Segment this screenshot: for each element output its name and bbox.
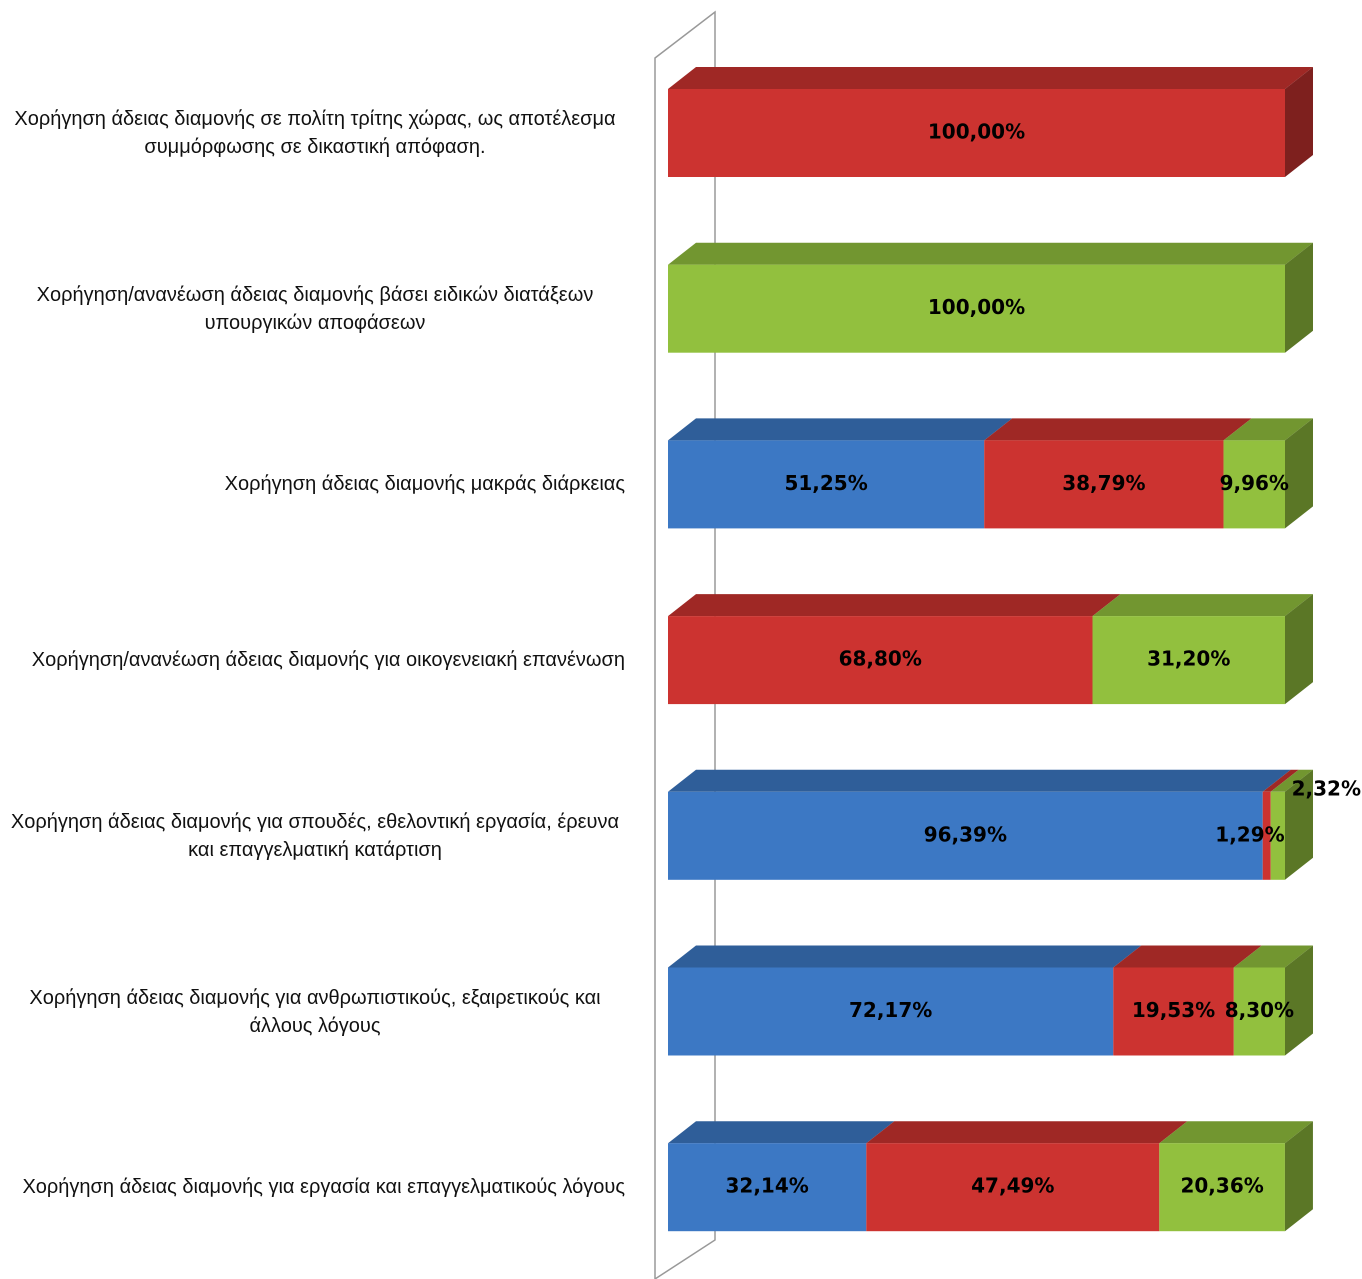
category-label-box: Χορήγηση άδειας διαμονής σε πολίτη τρίτη… <box>0 89 625 177</box>
data-label: 20,36% <box>1180 1174 1263 1198</box>
data-label: 72,17% <box>849 998 932 1022</box>
data-label: 100,00% <box>928 120 1025 144</box>
bar <box>668 264 1285 353</box>
data-label: 32,14% <box>725 1174 808 1198</box>
category-label-box: Χορήγηση άδειας διαμονής για σπουδές, εθ… <box>0 792 625 880</box>
bar-side <box>1285 769 1313 880</box>
data-label: 31,20% <box>1147 647 1230 671</box>
bar-top <box>1113 945 1262 968</box>
bar-top <box>1262 769 1299 792</box>
bar <box>1262 791 1271 880</box>
data-label: 96,39% <box>924 822 1007 846</box>
bar-top <box>1223 418 1313 441</box>
data-label: 51,25% <box>784 471 867 495</box>
bar-side <box>1285 418 1313 529</box>
bar <box>1092 616 1285 705</box>
category-label: Χορήγηση άδειας διαμονής σε πολίτη τρίτη… <box>14 108 616 158</box>
bar-top <box>866 1121 1188 1144</box>
category-label: Χορήγηση/ανανέωση άδειας διαμονής για οι… <box>31 649 625 672</box>
bar <box>866 1143 1160 1232</box>
data-label: 1,29% <box>1215 822 1284 846</box>
bar-top <box>984 418 1252 441</box>
data-label: 100,00% <box>928 295 1025 319</box>
bar <box>668 791 1263 880</box>
category-label-box: Χορήγηση άδειας διαμονής μακράς διάρκεια… <box>0 440 625 528</box>
bar <box>1223 440 1285 529</box>
bar-top <box>668 1121 895 1144</box>
bar-side <box>1285 67 1313 177</box>
bar-top <box>1159 1121 1313 1144</box>
bar <box>668 967 1114 1056</box>
category-label: Χορήγηση άδειας διαμονής μακράς διάρκεια… <box>224 473 625 496</box>
bar <box>668 440 985 529</box>
category-label-box: Χορήγηση/ανανέωση άδειας διαμονής βάσει … <box>0 265 625 353</box>
data-label: 68,80% <box>839 647 922 671</box>
bar-side <box>1284 1121 1313 1232</box>
bar-top <box>668 594 1121 617</box>
category-label: Χορήγηση άδειας διαμονής για ανθρωπιστικ… <box>29 986 601 1037</box>
bar <box>668 616 1093 705</box>
category-label-box: Χορήγηση άδειας διαμονής για εργασία και… <box>0 1143 625 1231</box>
bar <box>1159 1143 1285 1232</box>
bar <box>1113 967 1234 1056</box>
category-label: Χορήγηση/ανανέωση άδειας διαμονής βάσει … <box>36 283 594 334</box>
bar-top <box>668 418 1013 441</box>
data-label: 38,79% <box>1062 471 1145 495</box>
bar-top <box>668 945 1142 968</box>
bar-top <box>1270 769 1313 792</box>
category-label-box: Χορήγηση άδειας διαμονής για ανθρωπιστικ… <box>0 968 625 1056</box>
category-label-box: Χορήγηση/ανανέωση άδειας διαμονής για οι… <box>0 616 625 704</box>
bar <box>1270 791 1285 880</box>
bar <box>1233 967 1285 1056</box>
data-label: 19,53% <box>1132 998 1215 1022</box>
bar-top <box>1092 594 1313 617</box>
bar <box>984 440 1224 529</box>
bar-top <box>668 769 1291 792</box>
data-label: 47,49% <box>971 1174 1054 1198</box>
category-label: Χορήγηση άδειας διαμονής για σπουδές, εθ… <box>10 810 620 861</box>
bar-top <box>668 67 1313 89</box>
category-label: Χορήγηση άδειας διαμονής για εργασία και… <box>22 1176 625 1199</box>
data-label: 2,32% <box>1292 776 1361 800</box>
bar <box>668 1143 867 1232</box>
data-label: 9,96% <box>1220 471 1289 495</box>
bar-top <box>668 242 1313 265</box>
data-label: 8,30% <box>1225 998 1294 1022</box>
bar-side <box>1285 594 1313 705</box>
bar-top <box>1233 945 1313 968</box>
bar-side <box>1285 242 1313 353</box>
bar-side <box>1285 945 1313 1056</box>
bar <box>668 89 1285 177</box>
